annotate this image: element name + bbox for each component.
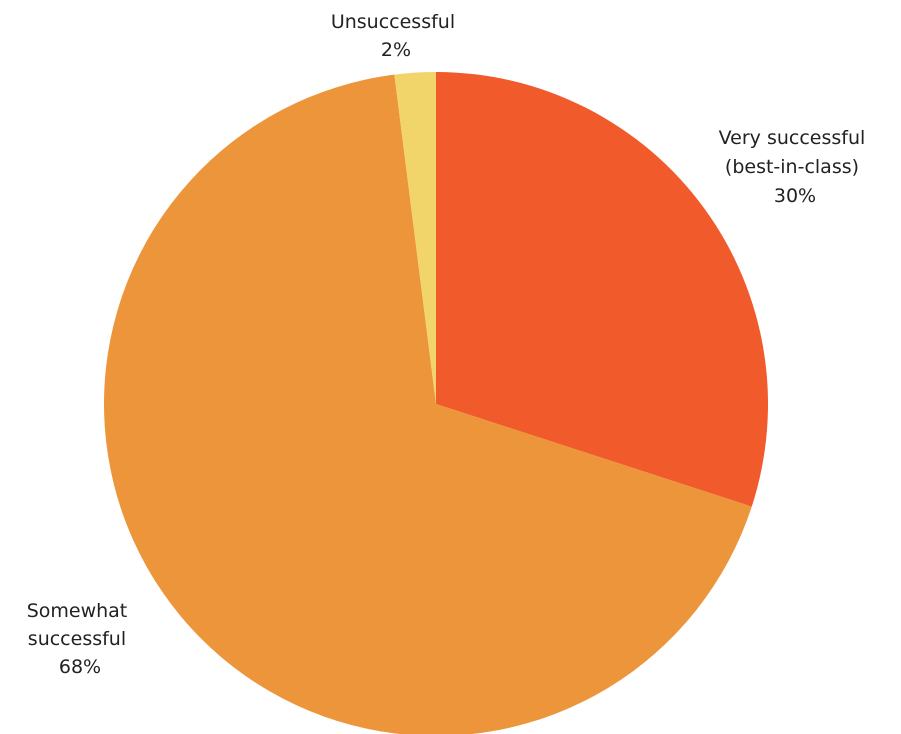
slice-label-somewhat-successful: Somewhat successful 68% <box>27 600 134 678</box>
slice-label-somewhat-successful-line2: successful <box>28 628 126 650</box>
pie-slice-unsuccessful <box>394 72 436 404</box>
slice-value-unsuccessful: 2% <box>381 39 411 61</box>
slice-labels: Very successful (best-in-class) 30% Some… <box>27 11 872 678</box>
slice-label-somewhat-successful-line1: Somewhat <box>27 600 128 622</box>
slice-label-very-successful: Very successful (best-in-class) 30% <box>719 127 872 207</box>
pie-slice-very-successful <box>436 72 769 507</box>
pie-slice-somewhat-successful <box>104 74 752 734</box>
pie-slices <box>104 72 769 734</box>
slice-label-very-successful-line2: (best-in-class) <box>725 156 859 178</box>
slice-value-very-successful: 30% <box>774 185 816 207</box>
slice-label-very-successful-line1: Very successful <box>719 127 866 149</box>
slice-value-somewhat-successful: 68% <box>59 656 101 678</box>
slice-label-unsuccessful: Unsuccessful 2% <box>331 11 461 61</box>
slice-label-unsuccessful-line1: Unsuccessful <box>331 11 455 33</box>
